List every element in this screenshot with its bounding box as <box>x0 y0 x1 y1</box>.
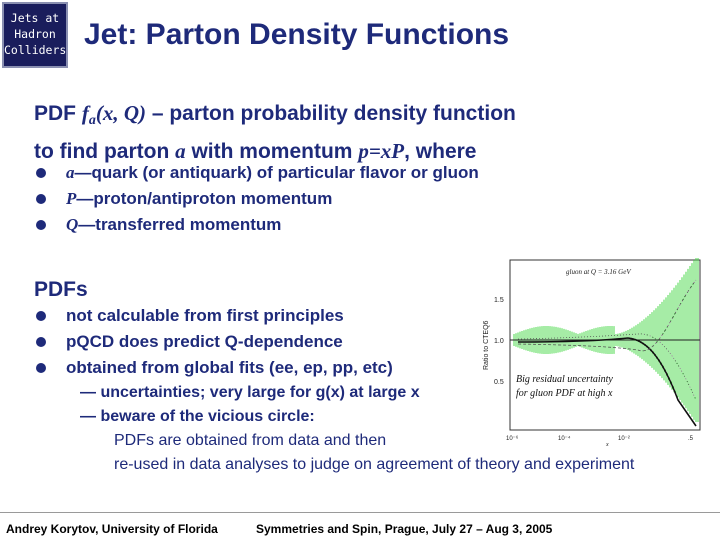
bullet-dot-icon <box>36 311 46 321</box>
bullet-dot-icon <box>36 220 46 230</box>
y-tick-label: 1.0 <box>494 338 504 345</box>
list-item: not calculable from first principles <box>34 303 393 329</box>
x-tick-label: .5 <box>688 436 694 442</box>
def-text: —transferred momentum <box>78 215 282 234</box>
footer-author: Andrey Korytov, University of Florida <box>6 522 218 536</box>
list-item: P—proton/antiproton momentum <box>34 186 479 212</box>
list-item: obtained from global fits (ee, ep, pp, e… <box>34 355 393 381</box>
slide-title: Jet: Parton Density Functions <box>84 18 510 51</box>
y-axis-label: Ratio to CTEQ6 <box>483 320 490 370</box>
definitions-list: a—quark (or antiquark) of particular fla… <box>34 160 479 238</box>
intro-text: – parton probability density function <box>146 102 516 125</box>
def-text: —proton/antiproton momentum <box>76 189 333 208</box>
intro-text: with momentum <box>185 140 359 163</box>
x-axis-label: x <box>605 442 609 448</box>
item-text: pQCD does predict Q-dependence <box>66 332 343 351</box>
bullet-dot-icon <box>36 194 46 204</box>
badge-line-1: Jets at <box>10 11 60 25</box>
annotation-line-1: Big residual uncertainty <box>516 374 613 385</box>
intro-text: to find parton <box>34 140 176 163</box>
bullet-dot-icon <box>36 337 46 347</box>
plot-label: gluon at Q = 3.16 GeV <box>566 268 631 276</box>
list-item: pQCD does predict Q-dependence <box>34 329 393 355</box>
note-line-2: re-used in data analyses to judge on agr… <box>114 456 635 473</box>
intro-line-1: PDF fa(x, Q) – parton probability densit… <box>34 98 516 136</box>
section-heading: PDFs <box>34 278 88 301</box>
pdf-args: (x, Q) <box>95 101 146 125</box>
def-text: —quark (or antiquark) of particular flav… <box>74 163 479 182</box>
y-tick-label: 0.5 <box>494 379 504 386</box>
intro-line-2: to find parton a with momentum p=xP, whe… <box>34 136 516 167</box>
pdf-symbol: f <box>81 101 89 125</box>
note-line-1: PDFs are obtained from data and then <box>114 432 387 449</box>
x-tick-label: 10⁻² <box>618 436 630 442</box>
list-item: Q—transferred momentum <box>34 212 479 238</box>
y-tick-label: 1.5 <box>494 297 504 304</box>
sub-item-vicious-circle: — beware of the vicious circle: <box>80 408 315 425</box>
central-curve <box>517 337 697 427</box>
alt-fit-curve <box>517 279 697 352</box>
pdfs-list: not calculable from first principles pQC… <box>34 303 393 381</box>
gluon-pdf-uncertainty-plot: gluon at Q = 3.16 GeV Ratio to CTEQ6 1.5… <box>478 250 708 448</box>
alt-fit-curve-2 <box>517 333 697 401</box>
def-symbol: Q <box>66 215 79 234</box>
badge-line-2: Hadron <box>14 27 56 41</box>
def-symbol: P <box>66 189 77 208</box>
pdf-subscript: a <box>88 113 96 128</box>
intro-text: , where <box>404 140 477 163</box>
intro-definition: PDF fa(x, Q) – parton probability densit… <box>34 98 516 167</box>
parton-symbol: a <box>175 139 186 163</box>
x-tick-label: 10⁻⁶ <box>506 435 519 442</box>
badge-line-3: Colliders <box>4 43 67 57</box>
item-text: obtained from global fits (ee, ep, pp, e… <box>66 358 393 377</box>
plot-frame <box>509 259 701 431</box>
def-symbol: a <box>66 163 75 182</box>
list-item: a—quark (or antiquark) of particular fla… <box>34 160 479 186</box>
course-badge: Jets at Hadron Colliders <box>2 2 68 68</box>
plot-svg: gluon at Q = 3.16 GeV Ratio to CTEQ6 1.5… <box>483 258 701 448</box>
sub-item-uncertainties: — uncertainties; very large for g(x) at … <box>80 384 420 401</box>
x-tick-label: 10⁻⁴ <box>558 435 571 442</box>
bullet-dot-icon <box>36 168 46 178</box>
item-text: not calculable from first principles <box>66 306 344 325</box>
footer-event: Symmetries and Spin, Prague, July 27 – A… <box>256 522 553 536</box>
intro-text: PDF <box>34 102 82 125</box>
footer-divider <box>0 512 720 513</box>
annotation-line-2: for gluon PDF at high x <box>516 388 613 399</box>
momentum-symbol: p=xP <box>358 139 405 163</box>
bullet-dot-icon <box>36 363 46 373</box>
